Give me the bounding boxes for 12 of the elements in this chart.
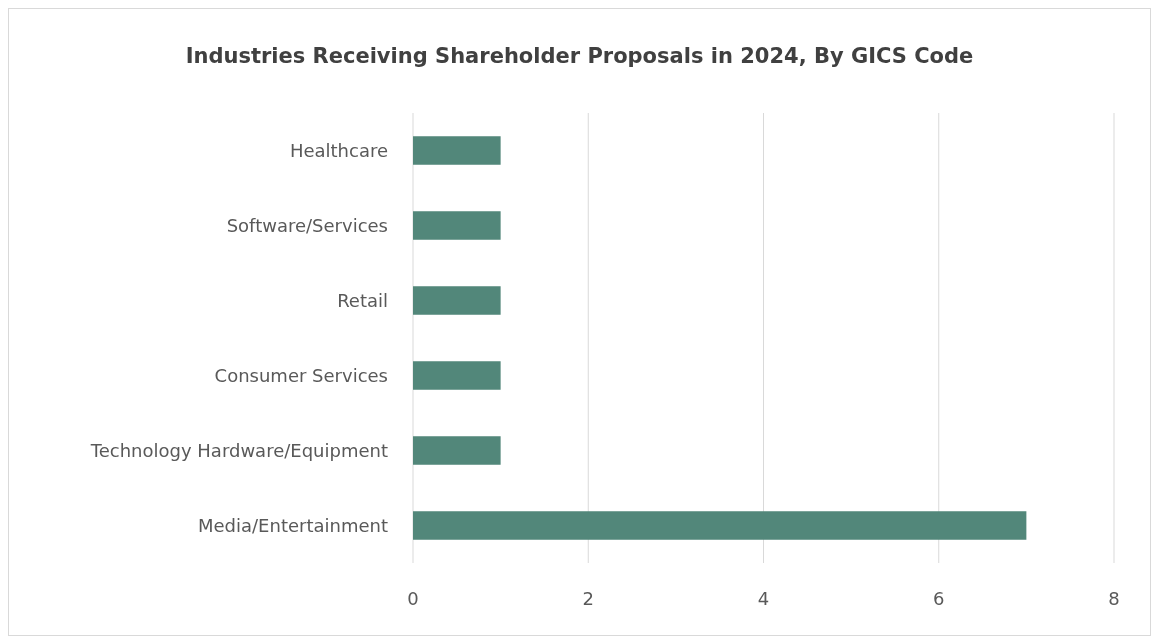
x-tick-label: 8	[1108, 588, 1120, 609]
y-tick-label: Consumer Services	[214, 364, 388, 386]
y-tick-label: Retail	[337, 289, 388, 311]
x-tick-label: 6	[933, 588, 945, 609]
x-tick-label: 2	[582, 588, 594, 609]
y-tick-label: Technology Hardware/Equipment	[89, 439, 388, 461]
y-tick-label: Healthcare	[289, 139, 388, 161]
y-tick-label: Media/Entertainment	[197, 514, 388, 536]
y-tick-label: Software/Services	[226, 214, 388, 236]
x-tick-label: 0	[407, 588, 419, 609]
x-tick-label: 4	[757, 588, 770, 609]
chart-title: Industries Receiving Shareholder Proposals in 2024, By GICS Code	[185, 44, 974, 68]
